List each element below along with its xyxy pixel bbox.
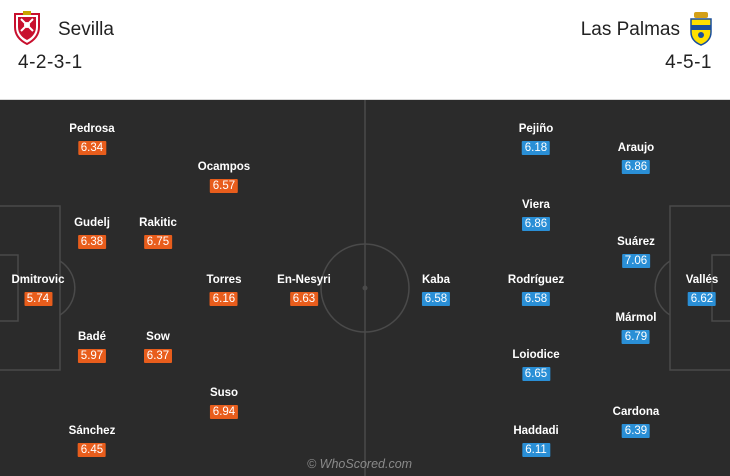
player-name: Mármol xyxy=(615,312,657,324)
player-name: Viera xyxy=(522,199,550,211)
player-rating: 6.86 xyxy=(621,160,650,174)
player-rating: 6.75 xyxy=(144,235,172,249)
watermark: © WhoScored.com xyxy=(307,457,413,471)
player-rating: 6.63 xyxy=(290,292,318,306)
player-name: Pejiño xyxy=(518,123,554,135)
player-name: Kaba xyxy=(421,274,451,286)
player-rating: 5.97 xyxy=(78,349,106,363)
player-rating: 6.58 xyxy=(521,292,550,306)
match-header: Sevilla 4-2-3-1 Las Palmas 4-5-1 xyxy=(0,0,730,100)
player-name: Torres xyxy=(206,274,242,286)
player-rating: 6.16 xyxy=(209,292,238,306)
player-name: Loiodice xyxy=(512,349,560,361)
away-team-name[interactable]: Las Palmas xyxy=(580,19,680,40)
player-marmol[interactable]: Mármol 6.79 xyxy=(615,311,657,345)
player-rating: 6.94 xyxy=(210,405,238,419)
player-name: Rodríguez xyxy=(507,274,565,286)
player-name: Pedrosa xyxy=(69,123,115,135)
player-loiodice[interactable]: Loiodice 6.65 xyxy=(512,348,560,382)
player-valles[interactable]: Vallés 6.62 xyxy=(685,273,719,307)
player-rating: 6.62 xyxy=(688,292,716,306)
player-rating: 7.06 xyxy=(622,254,650,268)
player-dmitrovic[interactable]: Dmitrovic 5.74 xyxy=(11,273,65,307)
player-name: Vallés xyxy=(685,274,719,286)
player-rating: 6.11 xyxy=(522,443,550,457)
player-araujo[interactable]: Araujo 6.86 xyxy=(618,141,654,175)
player-name: Araujo xyxy=(617,142,655,154)
player-name: Suárez xyxy=(617,236,655,248)
player-name: Cardona xyxy=(612,406,660,418)
player-name: Sow xyxy=(146,331,170,343)
player-name: Ocampos xyxy=(197,161,251,173)
player-sanchez[interactable]: Sánchez 6.45 xyxy=(68,424,116,458)
player-en-nesyri[interactable]: En-Nesyri 6.63 xyxy=(277,273,331,307)
player-rating: 6.37 xyxy=(144,349,172,363)
player-rating: 6.39 xyxy=(622,424,650,438)
player-rating: 6.18 xyxy=(521,141,550,155)
home-team-name[interactable]: Sevilla xyxy=(58,19,114,40)
player-rating: 6.34 xyxy=(77,141,106,155)
sevilla-crest-icon[interactable] xyxy=(12,11,42,46)
las-palmas-crest-icon[interactable] xyxy=(689,12,713,46)
player-rating: 6.57 xyxy=(209,179,238,193)
player-name: Suso xyxy=(209,387,239,399)
player-sow[interactable]: Sow 6.37 xyxy=(144,330,172,364)
player-rating: 6.45 xyxy=(77,443,106,457)
player-cardona[interactable]: Cardona 6.39 xyxy=(612,405,660,439)
player-name: En-Nesyri xyxy=(277,274,331,286)
player-kaba[interactable]: Kaba 6.58 xyxy=(422,273,450,307)
player-name: Dmitrovic xyxy=(11,274,65,286)
player-rating: 5.74 xyxy=(23,292,52,306)
player-bade[interactable]: Badé 5.97 xyxy=(78,330,106,364)
player-name: Badé xyxy=(77,331,107,343)
player-pedrosa[interactable]: Pedrosa 6.34 xyxy=(69,122,115,156)
player-gudelj[interactable]: Gudelj 6.38 xyxy=(74,216,110,250)
home-formation: 4-2-3-1 xyxy=(18,52,83,73)
player-pejino[interactable]: Pejiño 6.18 xyxy=(518,122,554,156)
player-rodriguez[interactable]: Rodríguez 6.58 xyxy=(508,273,564,307)
player-suarez[interactable]: Suárez 7.06 xyxy=(617,235,655,269)
player-haddadi[interactable]: Haddadi 6.11 xyxy=(513,424,559,458)
player-name: Sánchez xyxy=(68,425,116,437)
player-rating: 6.79 xyxy=(622,330,650,344)
pitch: Pedrosa 6.34 Ocampos 6.57 Gudelj 6.38 Ra… xyxy=(0,100,730,476)
player-rating: 6.58 xyxy=(422,292,450,306)
player-rating: 6.38 xyxy=(78,235,106,249)
player-torres[interactable]: Torres 6.16 xyxy=(206,273,242,307)
player-rating: 6.65 xyxy=(522,367,550,381)
player-name: Gudelj xyxy=(74,217,110,229)
player-ocampos[interactable]: Ocampos 6.57 xyxy=(198,160,250,194)
pitch-lines xyxy=(0,100,730,476)
player-rating: 6.86 xyxy=(522,217,550,231)
away-formation: 4-5-1 xyxy=(665,52,712,73)
player-suso[interactable]: Suso 6.94 xyxy=(210,386,238,420)
player-name: Rakitic xyxy=(139,217,177,229)
player-name: Haddadi xyxy=(513,425,559,437)
player-rakitic[interactable]: Rakitic 6.75 xyxy=(139,216,177,250)
player-viera[interactable]: Viera 6.86 xyxy=(522,198,550,232)
